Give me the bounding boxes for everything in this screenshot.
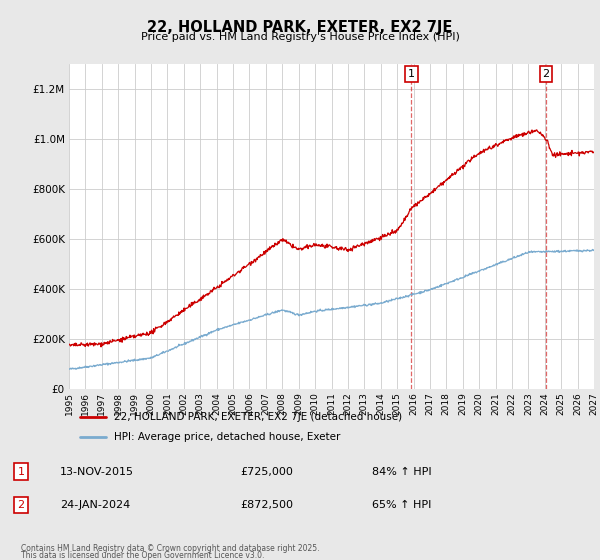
Text: 13-NOV-2015: 13-NOV-2015 xyxy=(60,466,134,477)
Text: £872,500: £872,500 xyxy=(240,500,293,510)
Text: This data is licensed under the Open Government Licence v3.0.: This data is licensed under the Open Gov… xyxy=(21,551,265,560)
Text: £725,000: £725,000 xyxy=(240,466,293,477)
Text: Price paid vs. HM Land Registry's House Price Index (HPI): Price paid vs. HM Land Registry's House … xyxy=(140,32,460,43)
Text: 84% ↑ HPI: 84% ↑ HPI xyxy=(372,466,431,477)
Text: 24-JAN-2024: 24-JAN-2024 xyxy=(60,500,130,510)
Text: 22, HOLLAND PARK, EXETER, EX2 7JE: 22, HOLLAND PARK, EXETER, EX2 7JE xyxy=(148,20,452,35)
Text: 2: 2 xyxy=(542,69,550,80)
Text: Contains HM Land Registry data © Crown copyright and database right 2025.: Contains HM Land Registry data © Crown c… xyxy=(21,544,320,553)
Text: 22, HOLLAND PARK, EXETER, EX2 7JE (detached house): 22, HOLLAND PARK, EXETER, EX2 7JE (detac… xyxy=(113,412,402,422)
Text: 1: 1 xyxy=(17,466,25,477)
Text: HPI: Average price, detached house, Exeter: HPI: Average price, detached house, Exet… xyxy=(113,432,340,442)
Text: 65% ↑ HPI: 65% ↑ HPI xyxy=(372,500,431,510)
Text: 1: 1 xyxy=(408,69,415,80)
Text: 2: 2 xyxy=(17,500,25,510)
